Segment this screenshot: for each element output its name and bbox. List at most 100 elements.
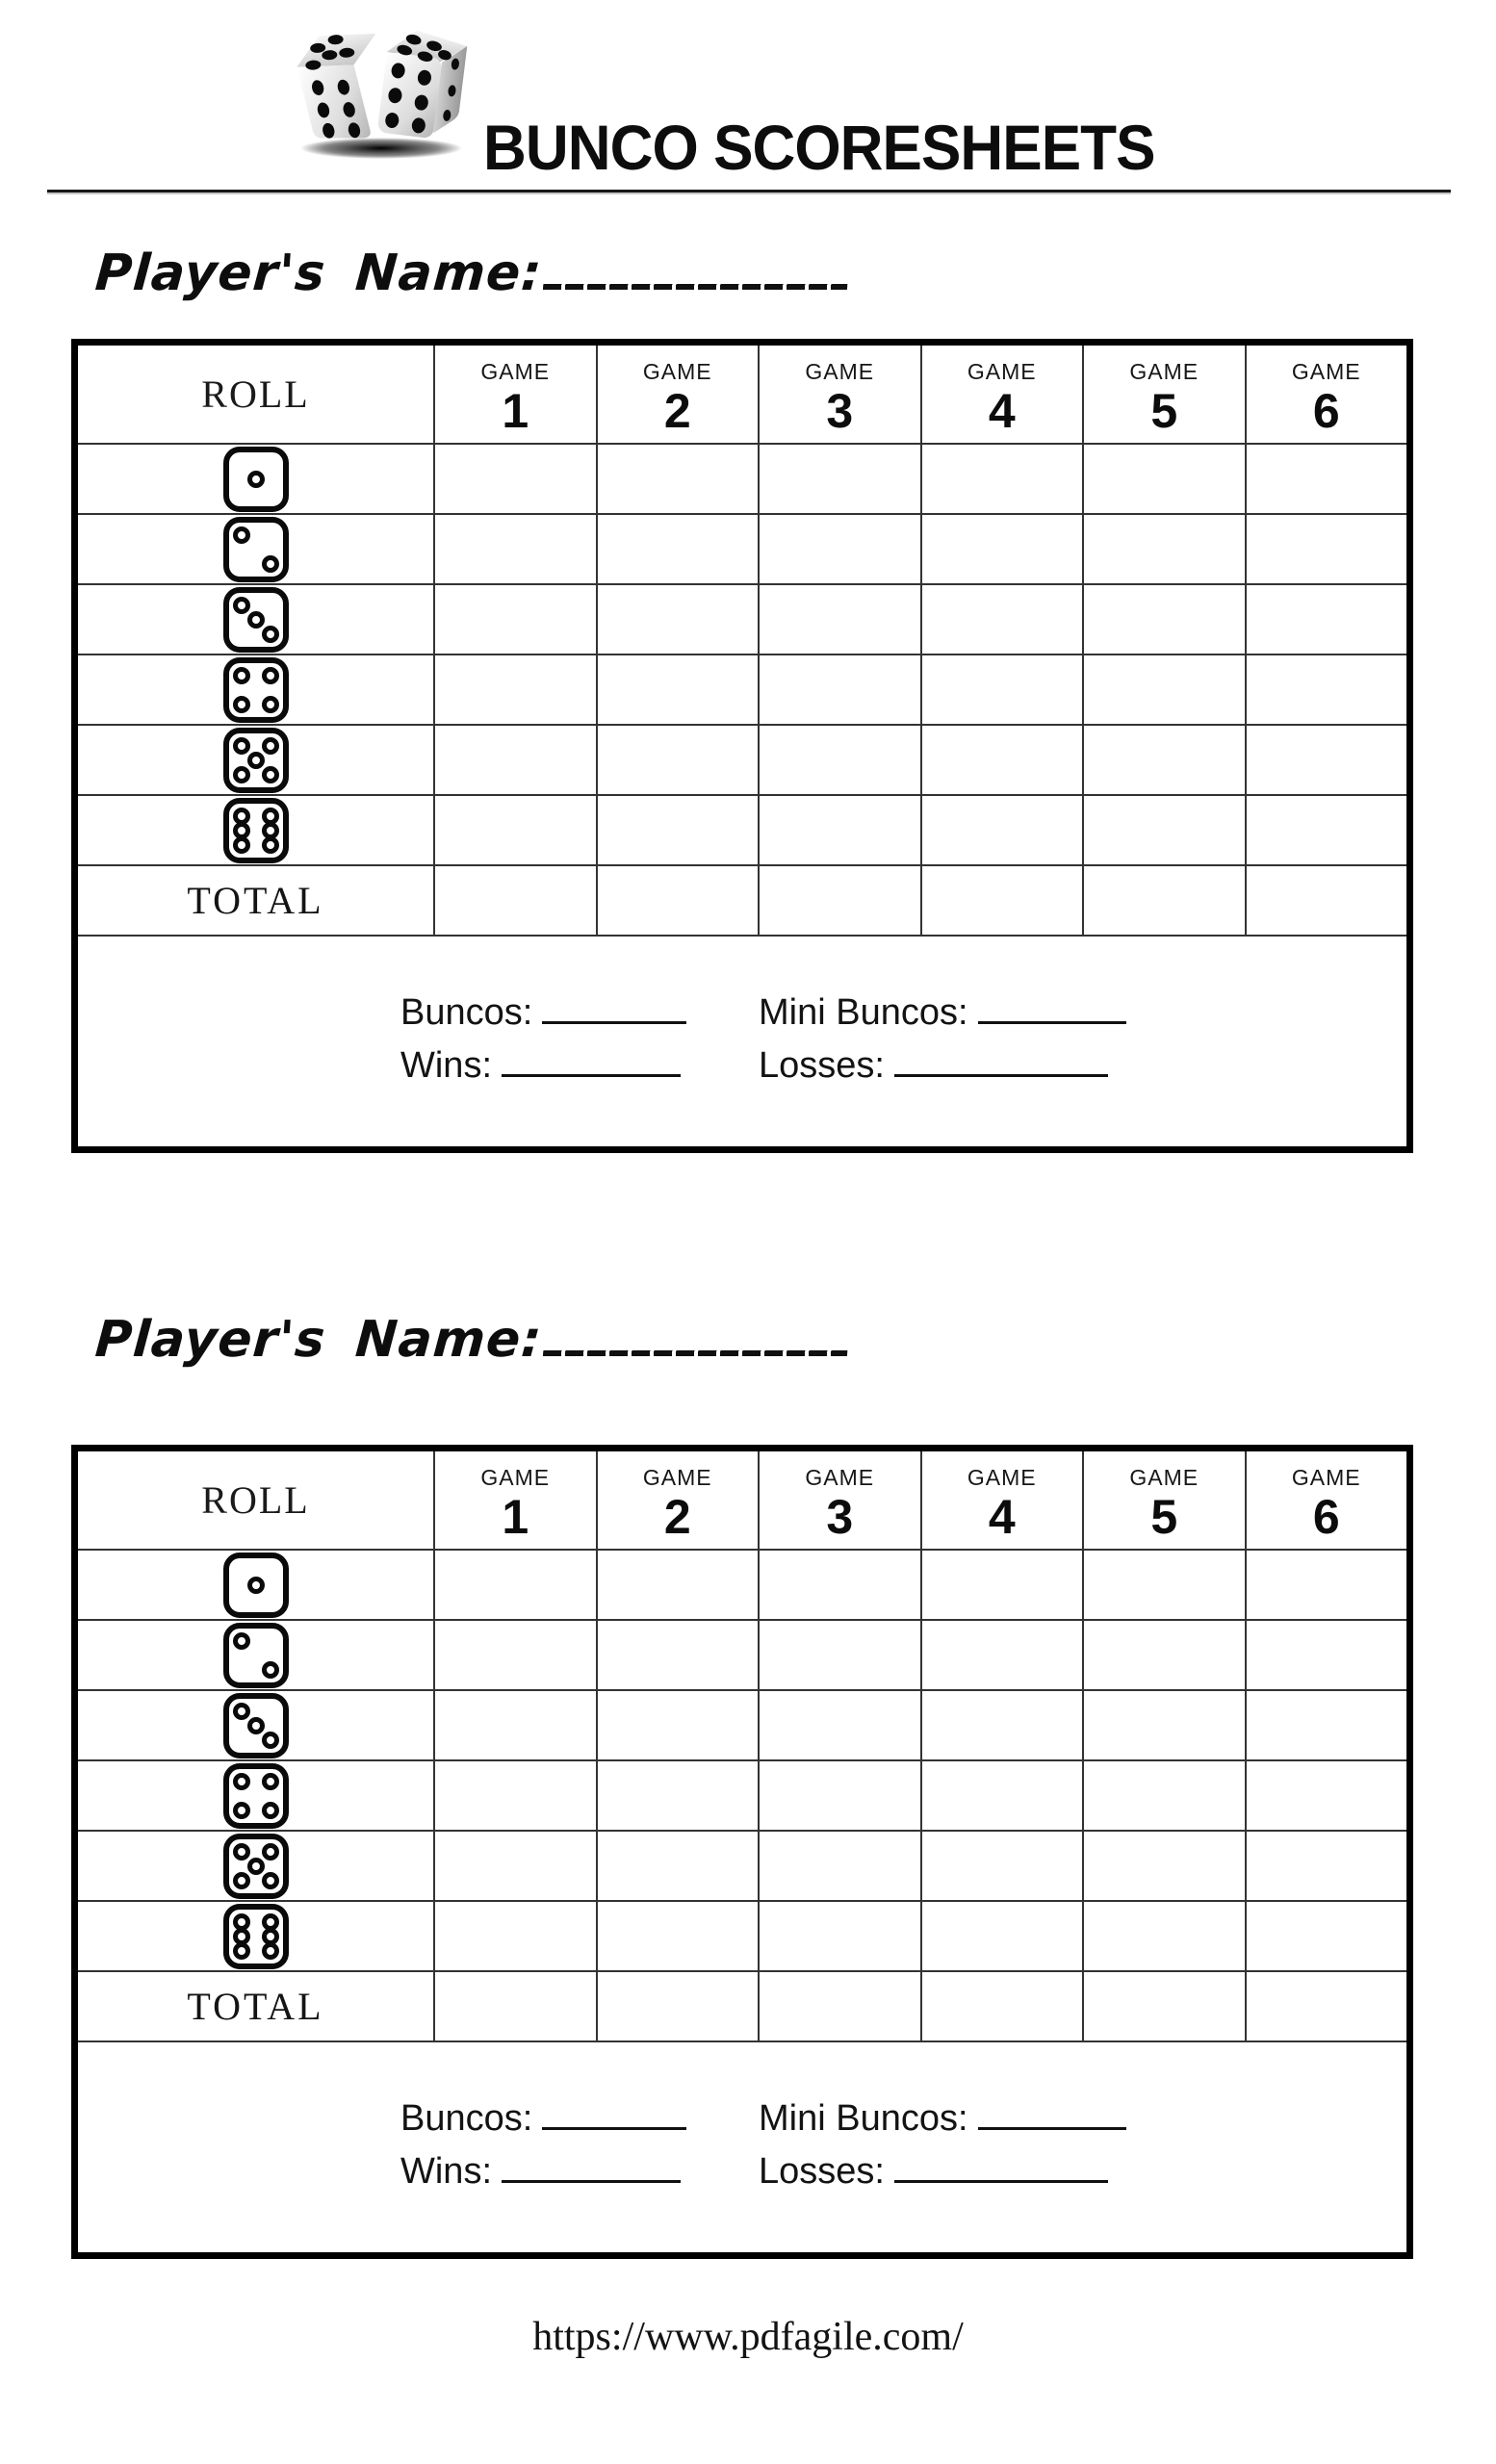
score-cell-game5-roll4[interactable]: [1082, 1761, 1245, 1832]
score-cell-game6-roll1[interactable]: [1244, 1551, 1406, 1621]
score-cell-game1-roll3[interactable]: [433, 1691, 596, 1761]
losses-input-line[interactable]: [893, 1071, 1108, 1077]
score-cell-game1-roll6[interactable]: [433, 1902, 596, 1972]
score-cell-game3-roll2[interactable]: [758, 515, 920, 585]
total-cell-game2[interactable]: [595, 866, 758, 937]
losses-input-line[interactable]: [893, 2177, 1108, 2183]
score-cell-game6-roll3[interactable]: [1244, 585, 1406, 655]
score-cell-game5-roll5[interactable]: [1082, 1832, 1245, 1902]
total-cell-game1[interactable]: [433, 866, 596, 937]
score-cell-game1-roll6[interactable]: [433, 796, 596, 866]
score-cell-game1-roll2[interactable]: [433, 1621, 596, 1691]
score-cell-game5-roll1[interactable]: [1082, 445, 1245, 515]
score-cell-game3-roll6[interactable]: [758, 1902, 920, 1972]
score-cell-game2-roll4[interactable]: [595, 1761, 758, 1832]
score-cell-game2-roll6[interactable]: [595, 1902, 758, 1972]
score-cell-game5-roll2[interactable]: [1082, 515, 1245, 585]
score-cell-game2-roll3[interactable]: [595, 585, 758, 655]
score-cell-game3-roll2[interactable]: [758, 1621, 920, 1691]
score-cell-game1-roll5[interactable]: [433, 1832, 596, 1902]
score-cell-game3-roll4[interactable]: [758, 655, 920, 726]
score-cell-game1-roll1[interactable]: [433, 1551, 596, 1621]
score-cell-game5-roll6[interactable]: [1082, 1902, 1245, 1972]
score-cell-game4-roll3[interactable]: [919, 585, 1082, 655]
score-cell-game2-roll6[interactable]: [595, 796, 758, 866]
score-cell-game6-roll2[interactable]: [1244, 1621, 1406, 1691]
game-3-header: GAME 3: [758, 346, 920, 445]
total-cell-game4[interactable]: [919, 866, 1082, 937]
score-cell-game1-roll1[interactable]: [433, 445, 596, 515]
score-cell-game2-roll2[interactable]: [595, 515, 758, 585]
score-cell-game4-roll4[interactable]: [919, 655, 1082, 726]
score-cell-game3-roll3[interactable]: [758, 585, 920, 655]
score-cell-game2-roll5[interactable]: [595, 1832, 758, 1902]
score-cell-game3-roll1[interactable]: [758, 445, 920, 515]
score-cell-game3-roll5[interactable]: [758, 1832, 920, 1902]
score-cell-game3-roll6[interactable]: [758, 796, 920, 866]
score-cell-game2-roll1[interactable]: [595, 1551, 758, 1621]
score-cell-game5-roll3[interactable]: [1082, 585, 1245, 655]
score-cell-game2-roll4[interactable]: [595, 655, 758, 726]
mini-buncos-input-line[interactable]: [977, 2124, 1126, 2130]
score-cell-game3-roll1[interactable]: [758, 1551, 920, 1621]
score-cell-game5-roll1[interactable]: [1082, 1551, 1245, 1621]
score-cell-game2-roll1[interactable]: [595, 445, 758, 515]
score-cell-game6-roll5[interactable]: [1244, 1832, 1406, 1902]
mini-buncos-field: Mini Buncos:: [759, 2098, 1126, 2140]
wins-input-line[interactable]: [502, 2177, 681, 2183]
score-cell-game4-roll5[interactable]: [919, 726, 1082, 796]
die-pip: [232, 666, 250, 684]
score-cell-game6-roll6[interactable]: [1244, 796, 1406, 866]
total-cell-game2[interactable]: [595, 1972, 758, 2042]
score-cell-game5-roll4[interactable]: [1082, 655, 1245, 726]
score-cell-game6-roll2[interactable]: [1244, 515, 1406, 585]
score-cell-game4-roll6[interactable]: [919, 796, 1082, 866]
score-cell-game4-roll3[interactable]: [919, 1691, 1082, 1761]
total-cell-game3[interactable]: [758, 866, 920, 937]
score-cell-game6-roll5[interactable]: [1244, 726, 1406, 796]
score-cell-game1-roll2[interactable]: [433, 515, 596, 585]
score-cell-game4-roll6[interactable]: [919, 1902, 1082, 1972]
total-cell-game5[interactable]: [1082, 1972, 1245, 2042]
score-cell-game4-roll2[interactable]: [919, 515, 1082, 585]
score-cell-game5-roll5[interactable]: [1082, 726, 1245, 796]
total-cell-game6[interactable]: [1244, 866, 1406, 937]
wins-input-line[interactable]: [502, 1071, 681, 1077]
score-cell-game4-roll1[interactable]: [919, 445, 1082, 515]
score-cell-game1-roll3[interactable]: [433, 585, 596, 655]
mini-buncos-input-line[interactable]: [977, 1018, 1126, 1024]
score-cell-game6-roll3[interactable]: [1244, 1691, 1406, 1761]
die-pip: [232, 1801, 250, 1819]
score-cell-game3-roll4[interactable]: [758, 1761, 920, 1832]
score-cell-game2-roll3[interactable]: [595, 1691, 758, 1761]
buncos-input-line[interactable]: [542, 1018, 687, 1024]
total-cell-game5[interactable]: [1082, 866, 1245, 937]
score-cell-game4-roll1[interactable]: [919, 1551, 1082, 1621]
total-cell-game3[interactable]: [758, 1972, 920, 2042]
score-cell-game2-roll5[interactable]: [595, 726, 758, 796]
score-cell-game6-roll4[interactable]: [1244, 1761, 1406, 1832]
total-cell-game1[interactable]: [433, 1972, 596, 2042]
score-cell-game6-roll4[interactable]: [1244, 655, 1406, 726]
score-cell-game1-roll4[interactable]: [433, 1761, 596, 1832]
footer-url-link[interactable]: https://www.pdfagile.com/: [532, 2315, 964, 2359]
score-cell-game6-roll1[interactable]: [1244, 445, 1406, 515]
score-cell-game1-roll4[interactable]: [433, 655, 596, 726]
score-cell-game6-roll6[interactable]: [1244, 1902, 1406, 1972]
score-cell-game1-roll5[interactable]: [433, 726, 596, 796]
player-name-input-line[interactable]: [542, 1348, 848, 1356]
score-cell-game4-roll2[interactable]: [919, 1621, 1082, 1691]
score-cell-game4-roll5[interactable]: [919, 1832, 1082, 1902]
die-pip: [246, 610, 265, 629]
buncos-input-line[interactable]: [542, 2124, 687, 2130]
score-cell-game4-roll4[interactable]: [919, 1761, 1082, 1832]
player-name-input-line[interactable]: [542, 282, 848, 290]
total-cell-game4[interactable]: [919, 1972, 1082, 2042]
score-cell-game5-roll6[interactable]: [1082, 796, 1245, 866]
score-cell-game5-roll2[interactable]: [1082, 1621, 1245, 1691]
score-cell-game3-roll3[interactable]: [758, 1691, 920, 1761]
score-cell-game5-roll3[interactable]: [1082, 1691, 1245, 1761]
score-cell-game2-roll2[interactable]: [595, 1621, 758, 1691]
total-cell-game6[interactable]: [1244, 1972, 1406, 2042]
score-cell-game3-roll5[interactable]: [758, 726, 920, 796]
